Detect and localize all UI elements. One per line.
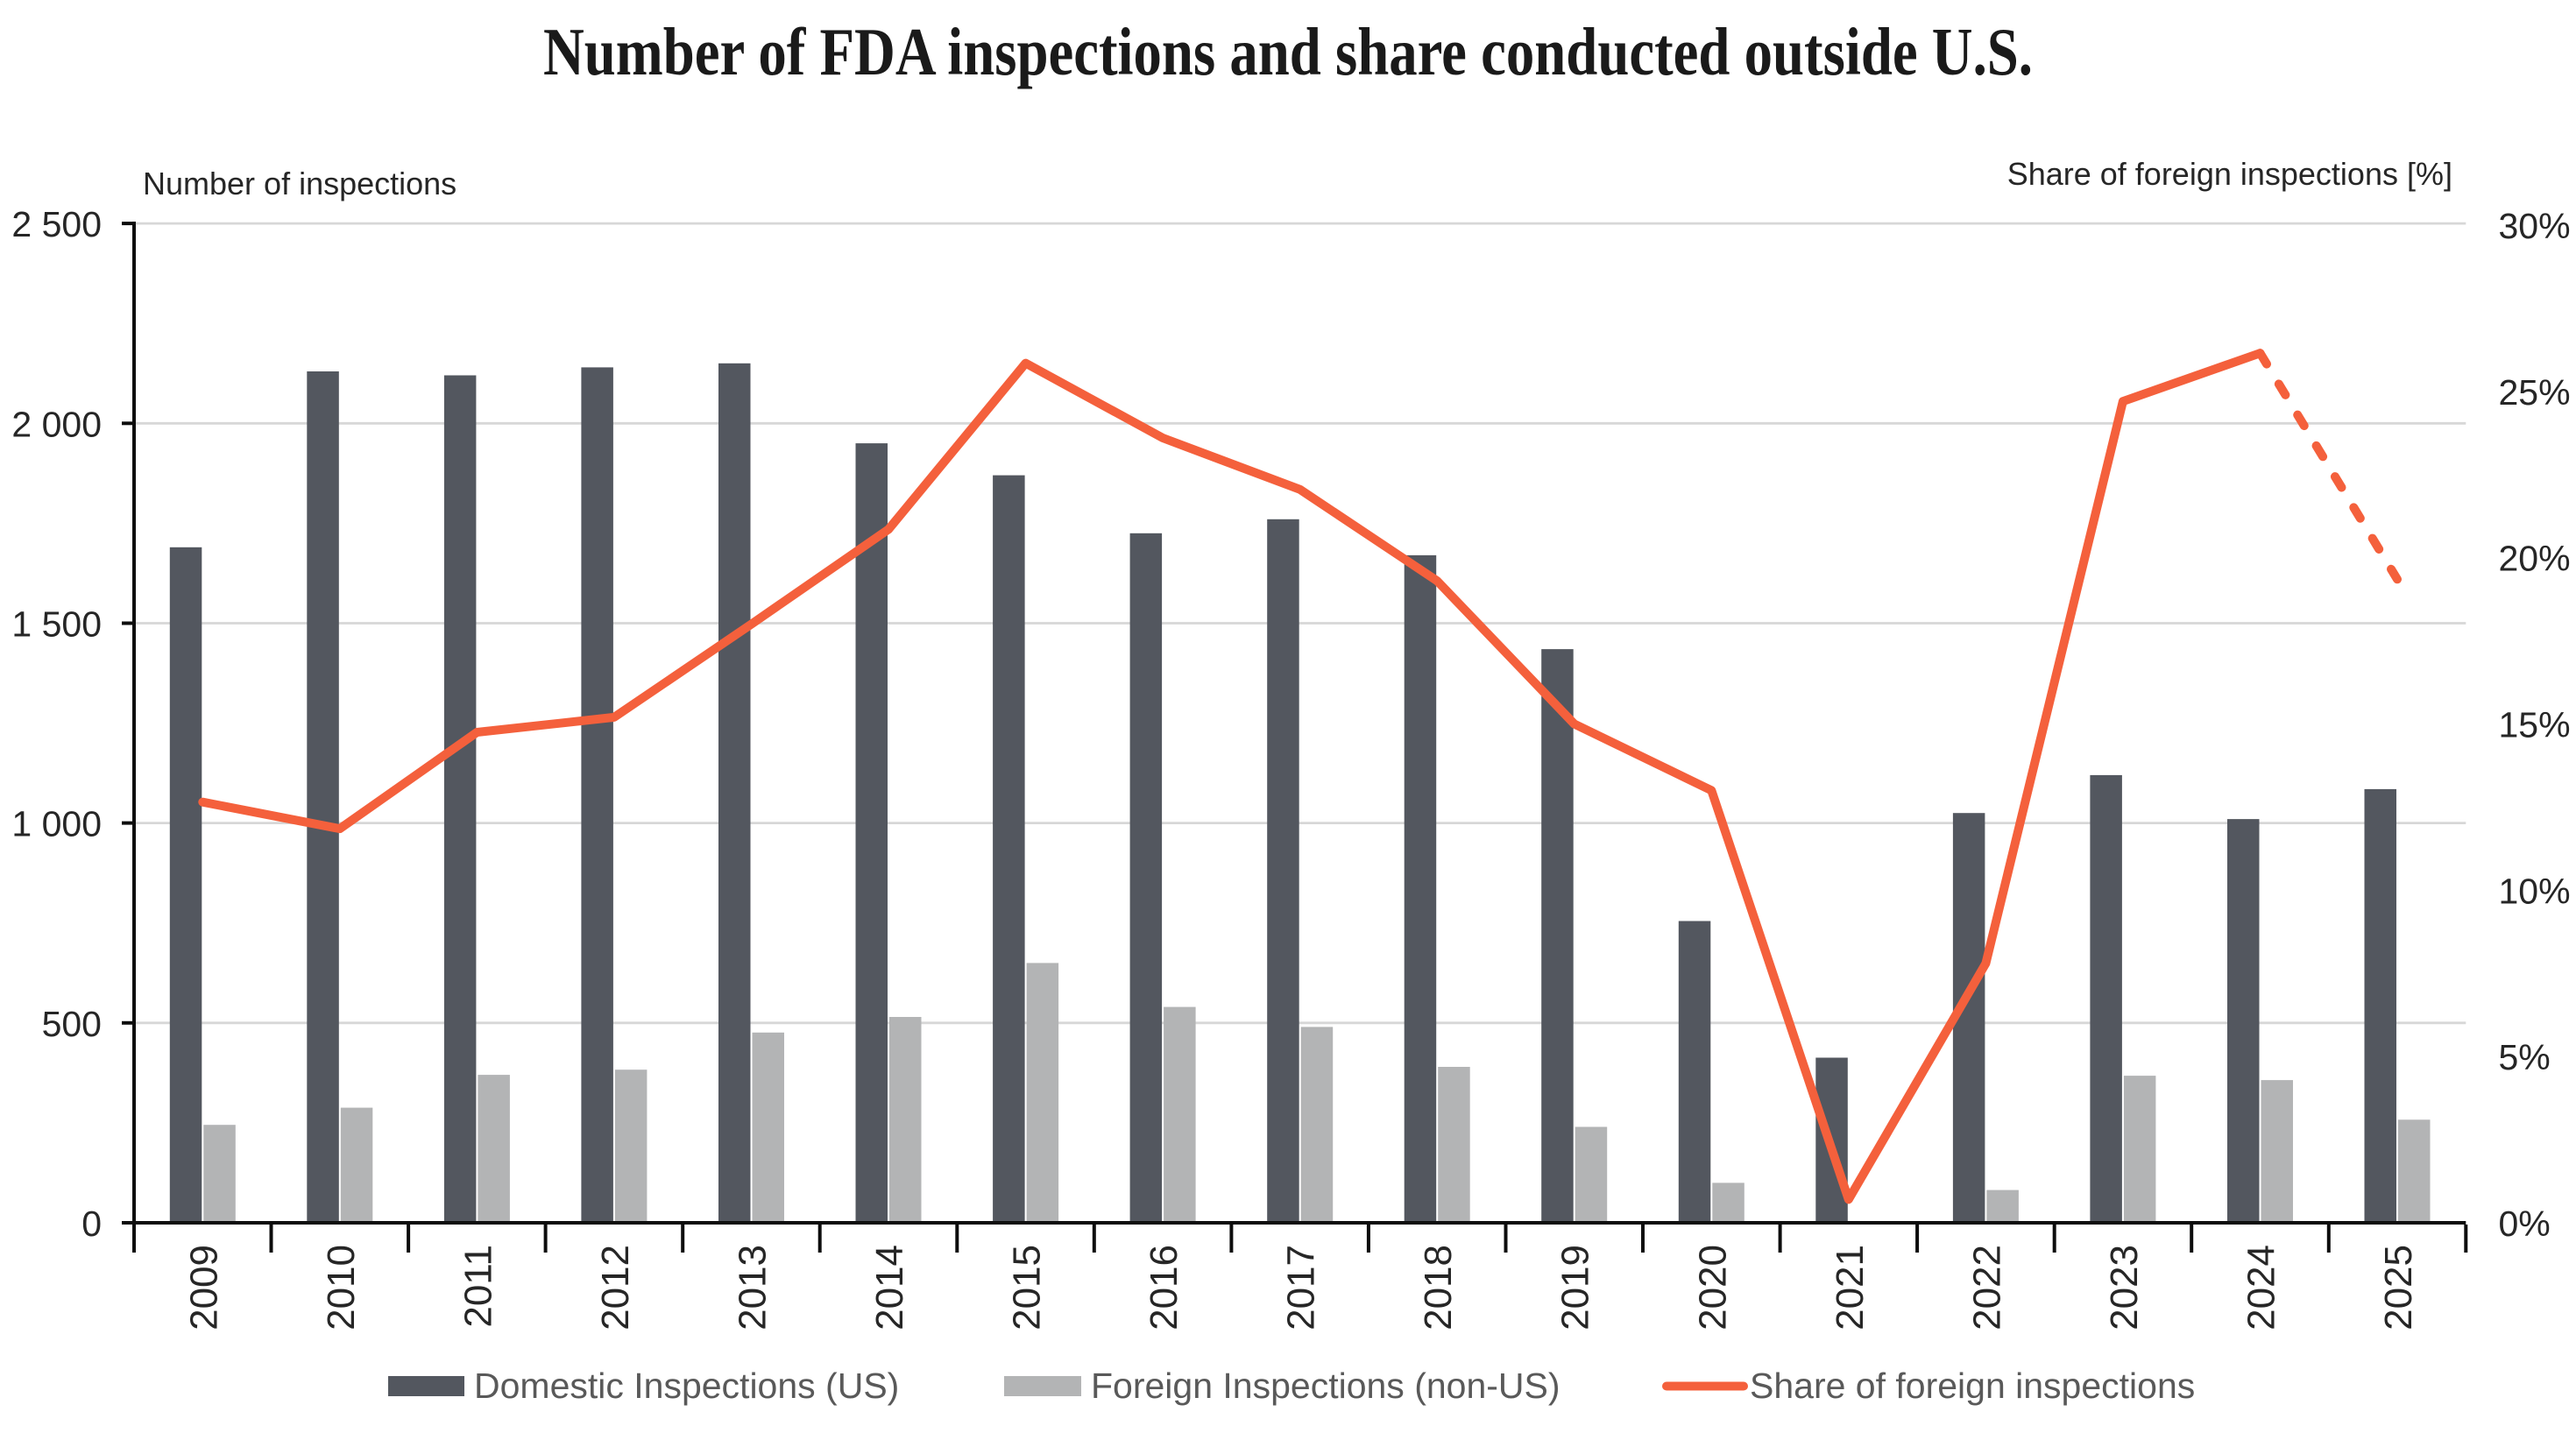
svg-text:2021: 2021 xyxy=(1829,1245,1872,1331)
svg-text:Foreign Inspections (non-US): Foreign Inspections (non-US) xyxy=(1091,1366,1560,1406)
svg-text:5%: 5% xyxy=(2499,1037,2551,1077)
svg-text:2024: 2024 xyxy=(2240,1245,2283,1331)
svg-text:Number of FDA inspections and: Number of FDA inspections and share cond… xyxy=(543,14,2033,89)
svg-text:25%: 25% xyxy=(2499,372,2571,413)
svg-text:2023: 2023 xyxy=(2103,1245,2146,1331)
svg-text:2017: 2017 xyxy=(1280,1245,1323,1331)
svg-text:30%: 30% xyxy=(2499,206,2571,246)
svg-text:0%: 0% xyxy=(2499,1204,2551,1244)
svg-text:2011: 2011 xyxy=(456,1245,499,1328)
svg-text:2 500: 2 500 xyxy=(11,204,102,244)
svg-text:1 000: 1 000 xyxy=(11,804,102,844)
svg-text:2014: 2014 xyxy=(868,1245,911,1331)
svg-text:0: 0 xyxy=(81,1204,102,1244)
svg-text:1 500: 1 500 xyxy=(11,604,102,645)
svg-text:20%: 20% xyxy=(2499,539,2571,579)
svg-text:2019: 2019 xyxy=(1554,1245,1597,1331)
svg-text:Share of foreign inspections [: Share of foreign inspections [%] xyxy=(2007,156,2452,192)
svg-text:500: 500 xyxy=(42,1004,102,1044)
svg-text:2025: 2025 xyxy=(2377,1245,2420,1331)
svg-text:2015: 2015 xyxy=(1006,1245,1049,1331)
svg-text:10%: 10% xyxy=(2499,871,2571,911)
svg-text:2013: 2013 xyxy=(732,1245,775,1331)
svg-text:2016: 2016 xyxy=(1143,1245,1185,1331)
svg-text:2 000: 2 000 xyxy=(11,404,102,444)
svg-text:Number of inspections: Number of inspections xyxy=(143,166,456,201)
svg-text:Share of foreign inspections: Share of foreign inspections xyxy=(1750,1366,2195,1406)
svg-text:2018: 2018 xyxy=(1417,1245,1460,1331)
svg-text:2009: 2009 xyxy=(182,1245,225,1331)
svg-text:2012: 2012 xyxy=(594,1245,637,1331)
svg-text:2010: 2010 xyxy=(320,1245,363,1331)
svg-text:2022: 2022 xyxy=(1965,1245,2008,1331)
svg-text:2020: 2020 xyxy=(1691,1245,1734,1331)
svg-text:Domestic Inspections (US): Domestic Inspections (US) xyxy=(474,1366,899,1406)
svg-text:15%: 15% xyxy=(2499,705,2571,745)
